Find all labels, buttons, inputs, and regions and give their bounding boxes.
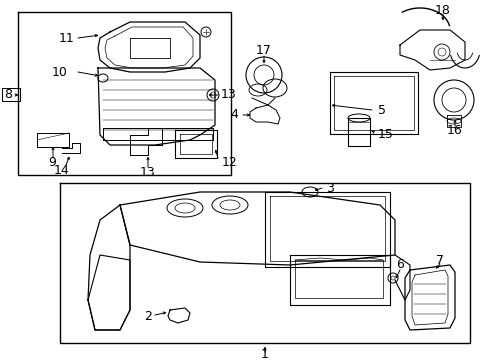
- Text: 15: 15: [377, 129, 393, 141]
- Text: 6: 6: [395, 258, 403, 271]
- Text: 18: 18: [434, 4, 450, 17]
- Text: 14: 14: [54, 163, 70, 176]
- Text: 9: 9: [48, 157, 56, 170]
- Text: 10: 10: [52, 66, 68, 78]
- Text: 3: 3: [325, 181, 333, 194]
- Text: 13: 13: [221, 89, 236, 102]
- Text: 7: 7: [435, 253, 443, 266]
- Text: 2: 2: [144, 310, 152, 324]
- Text: 16: 16: [446, 123, 462, 136]
- Text: 12: 12: [222, 156, 237, 168]
- Text: 5: 5: [377, 104, 385, 117]
- Text: 13: 13: [140, 166, 156, 179]
- Text: 4: 4: [230, 108, 238, 122]
- Text: 1: 1: [261, 348, 268, 360]
- Text: 17: 17: [256, 44, 271, 57]
- Text: 11: 11: [58, 31, 74, 45]
- Text: 8: 8: [4, 89, 12, 102]
